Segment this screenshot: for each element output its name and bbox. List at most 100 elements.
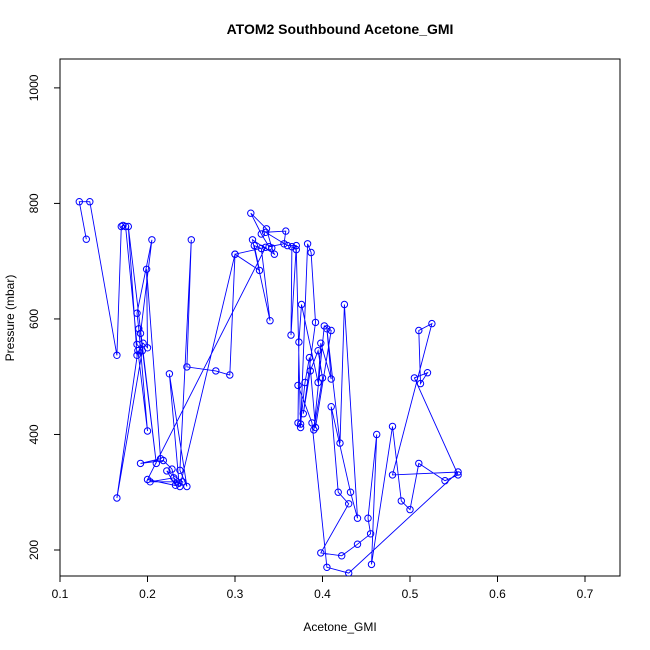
data-point xyxy=(292,241,300,250)
data-point xyxy=(305,353,314,362)
data-point xyxy=(345,569,353,576)
data-point xyxy=(247,209,255,217)
data-point xyxy=(266,317,274,325)
data-point xyxy=(121,222,130,231)
data-point xyxy=(262,225,271,233)
data-point xyxy=(454,471,462,479)
data-point xyxy=(308,419,316,427)
data-point xyxy=(353,540,362,548)
data-point xyxy=(187,236,196,244)
x-tick-label: 0.6 xyxy=(489,587,506,601)
data-point xyxy=(257,244,265,253)
data-point xyxy=(134,347,142,355)
data-point xyxy=(373,430,381,439)
data-point xyxy=(226,371,234,379)
data-point xyxy=(327,326,335,335)
x-tick-label: 0.7 xyxy=(577,587,594,601)
data-point xyxy=(317,339,325,347)
data-point xyxy=(311,423,320,432)
data-point xyxy=(454,468,462,476)
data-point xyxy=(338,552,346,560)
data-point xyxy=(133,309,141,317)
data-point xyxy=(135,325,143,333)
data-point xyxy=(299,410,307,418)
data-point xyxy=(416,379,425,388)
data-point xyxy=(113,351,121,359)
data-point xyxy=(346,488,355,496)
y-tick-label: 1000 xyxy=(27,74,41,101)
data-point xyxy=(323,325,331,333)
data-point xyxy=(397,497,405,505)
data-point xyxy=(152,459,161,468)
data-point xyxy=(280,240,288,248)
data-point xyxy=(159,456,168,465)
x-tick-label: 0.1 xyxy=(52,587,69,601)
data-point xyxy=(314,378,322,387)
data-point xyxy=(133,351,141,359)
y-tick-label: 600 xyxy=(27,309,41,329)
data-point xyxy=(323,563,331,571)
data-point xyxy=(311,318,320,327)
data-point xyxy=(165,370,174,378)
data-point xyxy=(170,474,178,482)
data-point xyxy=(255,266,264,275)
data-point xyxy=(334,488,342,496)
data-point xyxy=(113,494,121,502)
data-point xyxy=(146,478,154,486)
chart-title: ATOM2 Southbound Acetone_GMI xyxy=(227,21,454,37)
data-point xyxy=(336,439,344,447)
data-point xyxy=(86,198,94,206)
data-point xyxy=(265,243,273,251)
data-point xyxy=(143,344,152,352)
data-point xyxy=(163,467,171,475)
data-point xyxy=(327,375,335,383)
data-point xyxy=(248,236,257,244)
data-point xyxy=(353,514,362,522)
data-point xyxy=(294,419,302,427)
data-point xyxy=(297,300,306,309)
data-point xyxy=(295,338,303,346)
plot-frame xyxy=(59,58,621,577)
x-tick-label: 0.3 xyxy=(227,587,244,601)
x-tick-label: 0.2 xyxy=(139,587,156,601)
y-tick-label: 400 xyxy=(27,424,41,444)
data-point xyxy=(367,560,376,569)
data-point xyxy=(307,248,315,257)
data-point xyxy=(124,222,133,231)
data-point xyxy=(428,319,436,328)
data-point xyxy=(441,477,449,485)
data-point xyxy=(415,326,423,335)
data-point xyxy=(231,250,239,258)
data-point xyxy=(183,482,191,491)
y-axis: 200 400 600 800 1000 xyxy=(27,74,61,560)
data-point xyxy=(212,367,220,375)
data-point xyxy=(388,422,397,431)
y-axis-label: Pressure (mbar) xyxy=(3,275,17,362)
x-axis-label: Acetone_GMI xyxy=(303,620,376,634)
data-point xyxy=(415,459,423,468)
data-point xyxy=(82,235,91,243)
data-point xyxy=(117,222,126,231)
data-point xyxy=(282,227,290,235)
data-point xyxy=(136,329,145,338)
data-point xyxy=(388,471,397,479)
data-point xyxy=(294,381,302,390)
data-point xyxy=(327,403,335,411)
data-point xyxy=(366,530,375,538)
data-point xyxy=(410,374,419,382)
data-point xyxy=(183,363,191,371)
data-point xyxy=(340,300,349,309)
data-point xyxy=(364,514,372,522)
data-point xyxy=(143,475,152,484)
data-point xyxy=(314,347,322,355)
y-tick-label: 200 xyxy=(27,540,41,560)
data-point xyxy=(318,374,327,382)
data-point xyxy=(306,367,314,375)
data-point xyxy=(176,466,184,474)
data-point xyxy=(168,465,176,473)
data-point xyxy=(142,265,151,273)
data-point xyxy=(75,198,84,206)
x-axis: 0.1 0.2 0.3 0.4 0.5 0.6 0.7 xyxy=(52,575,594,601)
x-tick-label: 0.5 xyxy=(402,587,419,601)
data-point xyxy=(148,236,156,244)
